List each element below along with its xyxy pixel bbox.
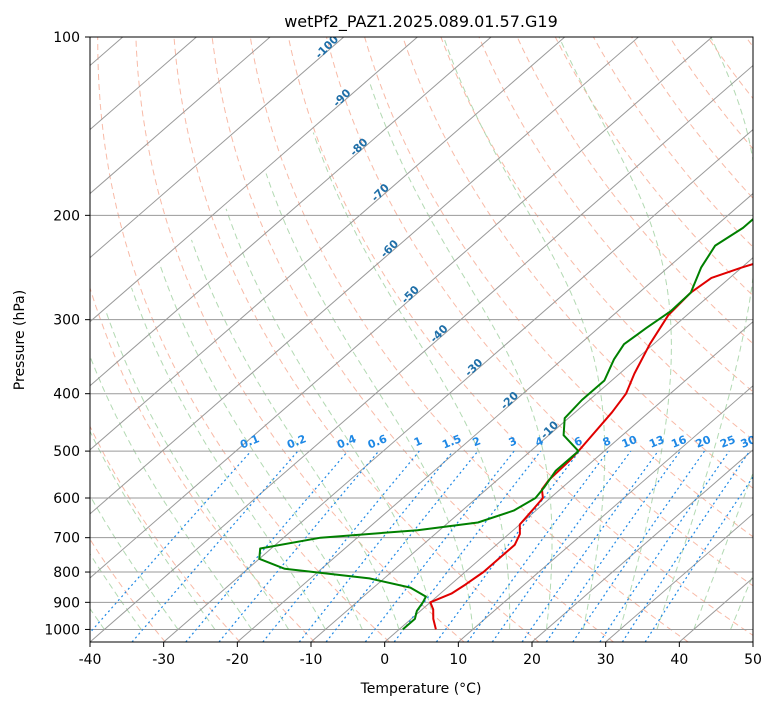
mixing-ratio-line — [467, 450, 609, 642]
mixing-ratio-label: 20 — [694, 433, 713, 451]
mixing-ratio-label: 10 — [620, 433, 639, 451]
moist-adiabat-line — [730, 573, 753, 630]
moist-adiabat-line — [90, 494, 179, 630]
y-tick-label: 500 — [53, 444, 80, 460]
x-tick-label: 20 — [523, 652, 541, 668]
isotherm-line — [458, 385, 753, 642]
x-tick-label: 0 — [380, 652, 389, 668]
dry-adiabat-line — [90, 286, 316, 642]
x-tick-label: 40 — [670, 652, 688, 668]
moist-adiabat-line — [558, 37, 672, 630]
mixing-ratio-line — [521, 450, 659, 642]
x-axis-label: Temperature (°C) — [360, 681, 482, 697]
x-tick-label: -30 — [152, 652, 175, 668]
moist-adiabat-line — [90, 430, 216, 630]
dry-adiabat-line — [326, 37, 753, 587]
mixing-ratio-line — [298, 450, 454, 642]
moist-adiabat-line — [131, 287, 326, 630]
x-tick-label: -10 — [300, 652, 323, 668]
isotherm-line — [90, 64, 753, 642]
y-tick-label: 400 — [53, 387, 80, 403]
dry-adiabat-line — [97, 37, 390, 642]
isotherm-line — [90, 37, 345, 259]
y-axis-label: Pressure (hPa) — [12, 290, 28, 390]
isotherm-line — [90, 37, 492, 387]
temperature-profile-line — [429, 262, 753, 630]
x-tick-label: 30 — [597, 652, 615, 668]
isotherm-line — [384, 321, 753, 642]
y-tick-label: 300 — [53, 313, 80, 329]
mixing-ratio-line — [621, 450, 751, 642]
moist-adiabat-line — [656, 37, 753, 630]
isotherm-line — [163, 128, 753, 642]
mixing-ratio-label: 13 — [647, 433, 666, 451]
moist-adiabat-line — [369, 83, 553, 630]
mixing-ratio-label: 25 — [718, 433, 737, 451]
dry-adiabat-line — [90, 425, 241, 642]
isotherm-line — [90, 37, 566, 451]
y-tick-label: 800 — [53, 565, 80, 581]
mixing-ratio-line — [131, 450, 299, 642]
moist-adiabat-line — [158, 262, 363, 630]
dry-adiabat-line — [249, 37, 689, 642]
mixing-ratio-line — [644, 475, 753, 642]
mixing-ratio-line — [218, 450, 380, 642]
moist-adiabat-line — [443, 37, 606, 630]
y-tick-label: 900 — [53, 595, 80, 611]
y-tick-label: 600 — [53, 491, 80, 507]
isotherm-line — [310, 256, 753, 642]
moist-adiabat-line — [90, 354, 253, 630]
y-tick-label: 100 — [53, 30, 80, 46]
isotherm-line — [90, 37, 713, 579]
x-tick-label: 10 — [449, 652, 467, 668]
dewpoint-profile-line — [258, 217, 753, 631]
x-tick-label: 50 — [744, 652, 762, 668]
mixing-ratio-line — [185, 450, 349, 642]
mixing-ratio-label: 3 — [507, 434, 519, 449]
chart-title: wetPf2_PAZ1.2025.089.01.57.G19 — [284, 12, 558, 32]
isotherm-line — [237, 192, 753, 642]
mixing-ratio-line — [491, 450, 632, 642]
mixing-ratio-label: 8 — [601, 434, 613, 449]
dry-adiabat-line — [135, 37, 465, 642]
y-tick-label: 200 — [53, 208, 80, 224]
mixing-ratio-label: 16 — [669, 433, 688, 451]
mixing-ratio-label: 2 — [471, 434, 483, 449]
y-tick-label: 1000 — [44, 622, 80, 638]
moist-adiabat-line — [312, 132, 511, 630]
dry-adiabat-line — [364, 37, 753, 538]
mixing-ratio-label: 30 — [739, 433, 758, 451]
isotherm-line — [90, 37, 418, 323]
mixing-ratio-line — [393, 450, 542, 642]
x-tick-label: -40 — [79, 652, 102, 668]
dry-adiabat-line — [90, 538, 166, 642]
moist-adiabat-line — [693, 471, 753, 630]
dry-adiabat-line — [211, 37, 614, 642]
isotherm-line — [90, 37, 639, 515]
isotherm-line — [531, 449, 753, 642]
mixing-ratio-line — [262, 450, 420, 642]
dry-adiabat-line — [173, 37, 540, 642]
y-tick-label: 700 — [53, 531, 80, 547]
isotherm-line — [90, 37, 271, 195]
plot-frame — [89, 36, 754, 643]
moist-adiabat-line — [265, 173, 474, 630]
mixing-ratio-line — [90, 450, 252, 634]
moist-adiabat-line — [225, 208, 437, 630]
isotherm-line — [605, 513, 753, 642]
moist-adiabat-line — [105, 310, 290, 630]
dry-adiabat-line — [402, 37, 753, 489]
x-tick-label: -20 — [226, 652, 249, 668]
mixing-ratio-line — [364, 450, 515, 642]
mixing-ratio-label: 1 — [412, 434, 424, 449]
